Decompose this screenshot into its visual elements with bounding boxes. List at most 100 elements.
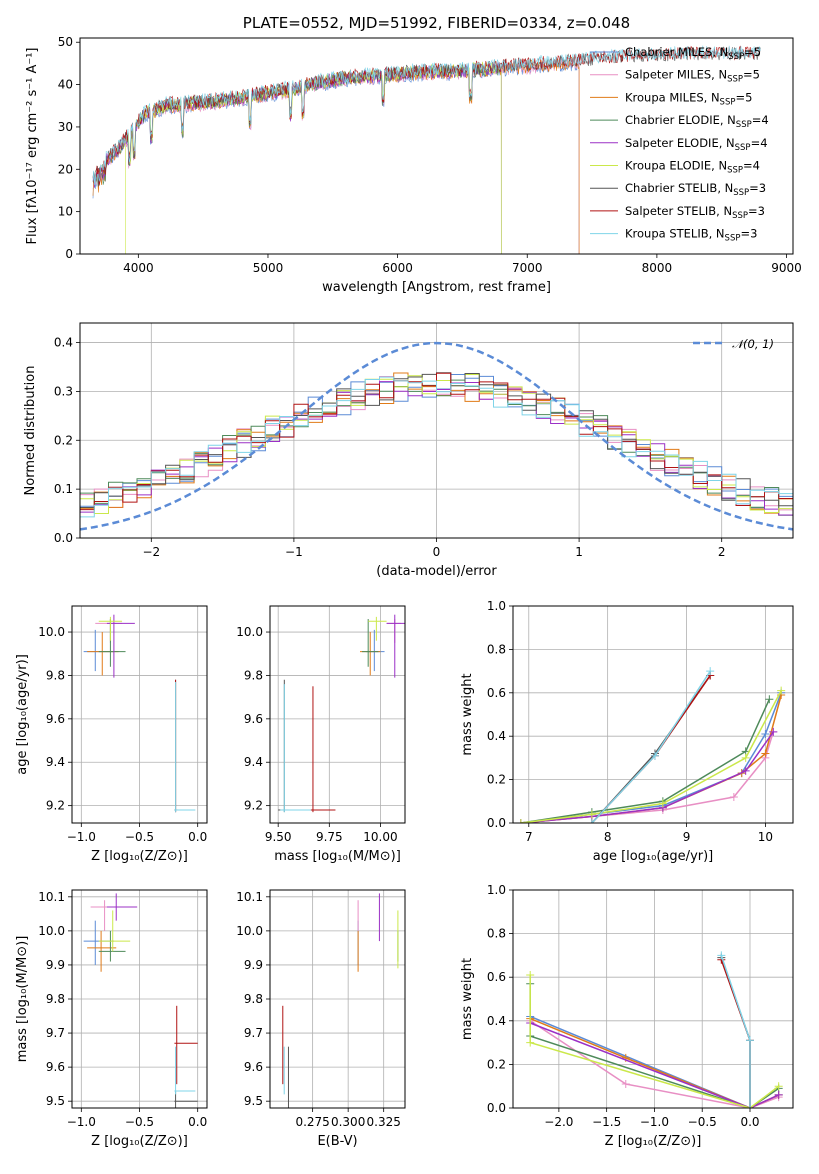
histogram-kroupa-stelib [80,376,793,518]
grid [80,323,793,539]
y-tick-label: 9.2 [244,799,263,813]
x-tick-label: 6000 [382,261,413,275]
axes-frame [512,889,794,1109]
chart-title: PLATE=0552, MJD=51992, FIBERID=0334, z=0… [243,14,630,32]
series-marker [516,819,525,823]
x-tick-label: 10 [758,830,773,844]
ticks [68,896,199,1112]
y-tick-label: 10 [58,205,73,219]
x-tick-label: 0.0 [188,830,207,844]
series-marker [777,686,786,695]
legend-entry: Salpeter STELIB, NSSP=3 [625,204,765,221]
x-tick-label: 0 [433,545,441,559]
series-marker [761,730,770,739]
grid [513,889,793,1109]
y-tick-label: 0.2 [487,1057,506,1071]
x-tick-label: 7000 [512,261,543,275]
panel-residuals: −2 −1 0 1 2 0.0 0.1 0.2 0.3 0.4 (data-model)/error… [23,322,794,579]
x-tick-label: 1 [575,545,583,559]
axes-frame [71,605,208,824]
series-marker [745,1036,754,1045]
y-axis-label: mass [log₁₀(M/M⊙)] [15,936,30,1063]
series-marker [621,1080,630,1089]
ticks [266,896,385,1112]
plot-area [278,614,405,813]
plot-area [80,341,793,531]
series-marker [587,819,596,823]
y-tick-label: 0.6 [487,686,506,700]
point-chabrier-stelib [278,679,289,813]
point-chabrier-elodie [98,619,126,667]
series-marker [658,799,667,808]
x-tick-label: −1.0 [640,1115,669,1129]
point-salpeter-stelib [174,1005,198,1085]
series-kroupa-stelib [591,670,711,823]
point-salpeter-elodie [386,614,405,678]
x-axis-label: mass [log₁₀(M/M⊙)] [274,849,401,864]
y-tick-label: 1.0 [487,883,506,897]
series-salpeter-elodie [529,1022,780,1108]
series-marker [717,951,726,960]
x-tick-label: −1.0 [67,830,96,844]
spectrum-line-kroupa-stelib [92,45,761,188]
point-chabrier-stelib [174,679,178,813]
y-tick-label: 40 [58,78,73,92]
y-tick-label: 9.6 [46,1060,65,1074]
series-marker [761,749,770,758]
point-chabrier-stelib [174,1090,198,1108]
series-chabrier-stelib [720,957,751,1108]
x-tick-label: −1.5 [592,1115,621,1129]
x-tick-label: 9.75 [316,830,343,844]
ticks [509,605,766,827]
legend-entry: Salpeter ELODIE, NSSP=4 [625,136,768,153]
x-tick-label: −1.0 [67,1115,96,1129]
y-tick-label: 30 [58,120,73,134]
y-tick-label: 0.1 [54,482,73,496]
point-kroupa-stelib [174,681,196,813]
series-marker [650,751,659,760]
x-tick-label: 5000 [253,261,284,275]
axes-frame [269,889,406,1109]
y-tick-label: 1.0 [487,599,506,613]
y-tick-label: 9.7 [244,1026,263,1040]
panel-massweight_vs_age: 7 8 9 10 0.0 0.2 0.4 0.6 0.8 1.0 age [log₁₀(age/yr… [460,599,794,864]
y-tick-label: 9.6 [46,712,65,726]
x-axis-label: Z [log₁₀(Z/Z⊙)] [605,1134,702,1149]
legend-entry: Chabrier ELODIE, NSSP=4 [625,113,769,130]
axes-frame [79,322,794,539]
y-tick-label: 0.0 [487,816,506,830]
point-chabrier-miles [366,629,385,672]
x-tick-label: 9 [683,830,691,844]
grid [270,606,405,823]
y-tick-label: 9.6 [244,1060,263,1074]
series-chabrier-elodie [520,698,770,823]
y-tick-label: 0.4 [487,729,506,743]
x-axis-label: wavelength [Angstrom, rest frame] [322,280,551,295]
x-axis-label: age [log₁₀(age/yr)] [593,849,714,864]
y-tick-label: 10.0 [236,924,263,938]
series-kroupa-stelib [720,955,751,1108]
series-marker [526,1038,535,1047]
series-salpeter-elodie [520,731,774,823]
x-tick-label: 8000 [642,261,673,275]
y-tick-label: 0.8 [487,927,506,941]
axes-frame [269,605,406,824]
x-tick-label: 0.300 [331,1115,365,1129]
series-marker [729,792,738,801]
y-tick-label: 0.0 [54,531,73,545]
ticks [509,889,751,1112]
point-salpeter-stelib [288,686,336,813]
grid [72,890,207,1108]
panel-age_vs_Z: −1.0 −0.5 0.0 9.2 9.4 9.6 9.8 10.0 Z [log₁₀(Z/Z⊙… [15,605,208,864]
series-marker [741,766,750,775]
grid [270,890,405,1108]
y-axis-label: age [log₁₀(age/yr)] [15,654,30,775]
panel-age_vs_mass: 9.50 9.75 10.00 9.2 9.4 9.6 9.8 10.0 mass [log₁₀… [236,605,406,864]
x-tick-label: 0.325 [367,1115,401,1129]
panel-mass_vs_Z: −1.0 −0.5 0.0 9.5 9.6 9.7 9.8 9.9 10.0 10.1 Z [log… [15,889,208,1149]
x-tick-label: 7 [525,830,533,844]
x-tick-label: 0.275 [295,1115,329,1129]
x-axis-label: E(B-V) [317,1134,357,1149]
point-chabrier-miles [83,920,114,965]
